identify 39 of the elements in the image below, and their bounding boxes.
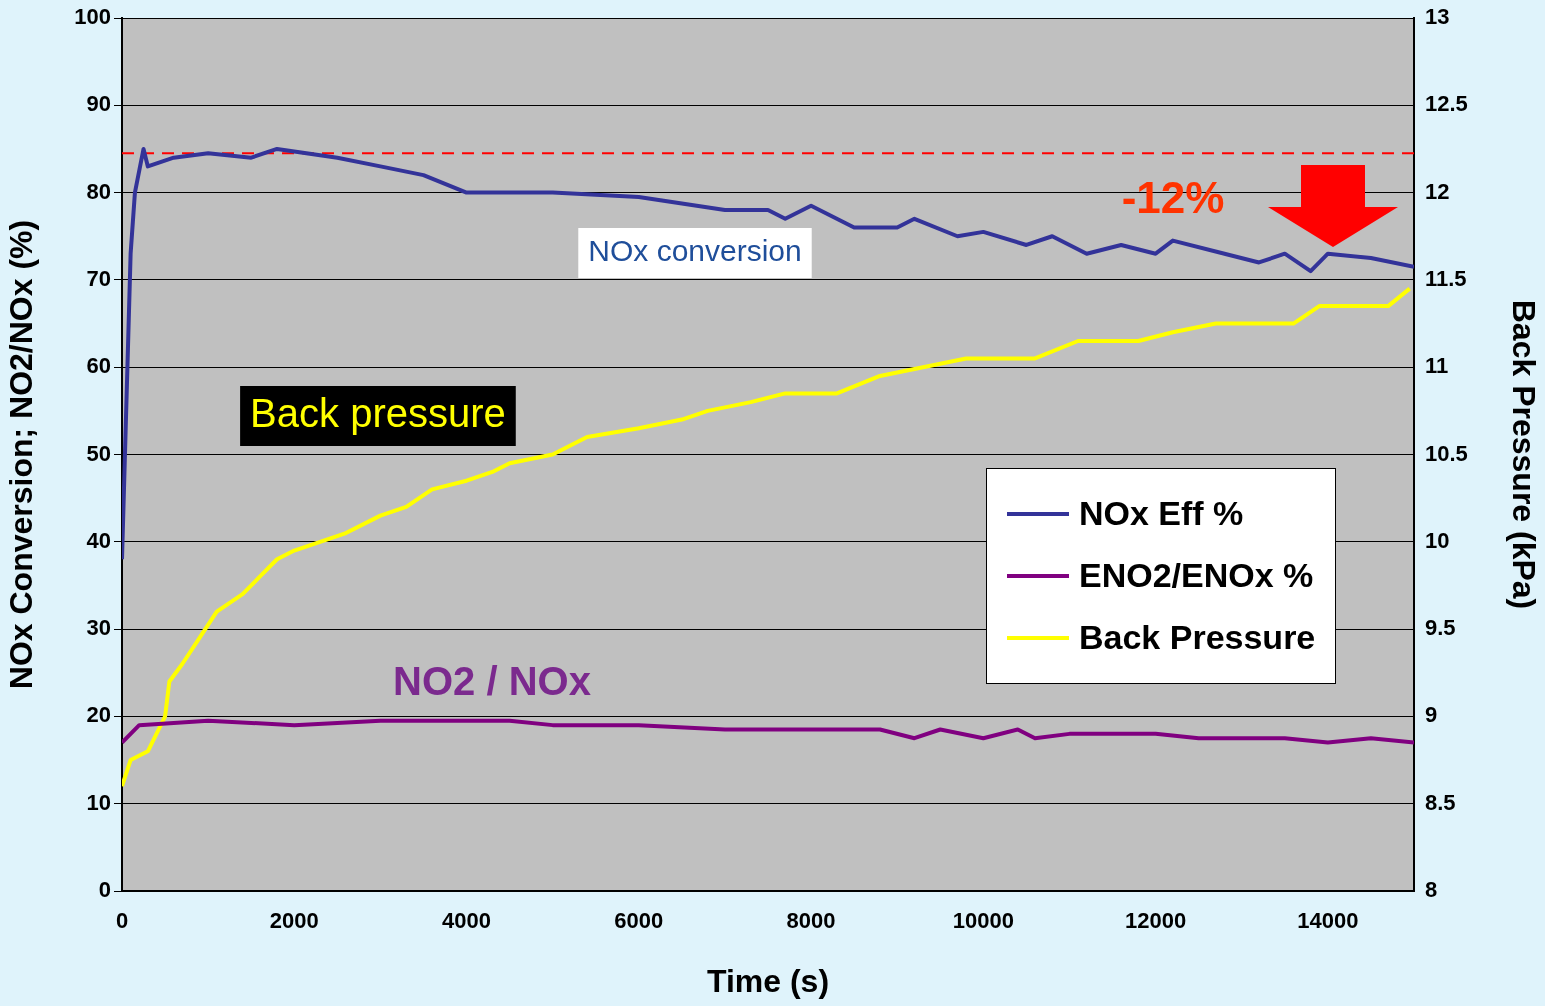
y2-tick-label: 9.5	[1425, 615, 1456, 641]
y-tick-label: 30	[86, 615, 111, 641]
annotation: NOx conversion	[588, 234, 802, 268]
x-tick-label: 12000	[1125, 908, 1187, 934]
y2-tick-label: 13	[1425, 4, 1450, 30]
y2-tick-label: 11	[1425, 353, 1449, 379]
y-tick-label: 40	[86, 527, 111, 553]
y2-tick-label: 10.5	[1425, 440, 1468, 466]
legend-label: Back Pressure	[1079, 618, 1316, 658]
x-tick-label: 10000	[952, 908, 1014, 934]
y2-tick-label: 12.5	[1425, 91, 1468, 117]
x-axis-title: Time (s)	[706, 962, 830, 999]
y2-tick-label: 10	[1425, 527, 1450, 553]
y-tick-label: 80	[86, 178, 111, 204]
y-axis-title: NOx Conversion; NO2/NOx (%)	[3, 219, 40, 690]
x-tick-label: 6000	[614, 908, 664, 934]
y2-tick-label: 12	[1425, 178, 1450, 204]
x-tick-label: 4000	[442, 908, 492, 934]
y2-tick-label: 8	[1425, 877, 1438, 903]
y-tick-label: 10	[86, 789, 111, 815]
annotation: NO2 / NOx	[393, 659, 591, 704]
y2-tick-label: 8.5	[1425, 789, 1456, 815]
x-tick-label: 2000	[269, 908, 319, 934]
annotation: Back pressure	[250, 391, 506, 436]
x-tick-label: 8000	[786, 908, 836, 934]
y-tick-label: 0	[98, 877, 111, 903]
y-tick-label: 50	[86, 440, 111, 466]
y2-tick-label: 11.5	[1425, 265, 1467, 291]
y-tick-label: 100	[74, 4, 111, 30]
x-tick-label: 0	[115, 908, 129, 934]
y-tick-label: 70	[86, 265, 111, 291]
x-tick-label: 14000	[1297, 908, 1359, 934]
y-tick-label: 60	[86, 353, 111, 379]
y-tick-label: 90	[86, 91, 111, 117]
legend-label: ENO2/ENOx %	[1079, 556, 1314, 596]
y2-tick-label: 9	[1425, 702, 1438, 728]
legend-label: NOx Eff %	[1079, 494, 1244, 534]
y-tick-label: 20	[86, 702, 111, 728]
y2-axis-title: Back Pressure (kPa)	[1505, 299, 1542, 610]
